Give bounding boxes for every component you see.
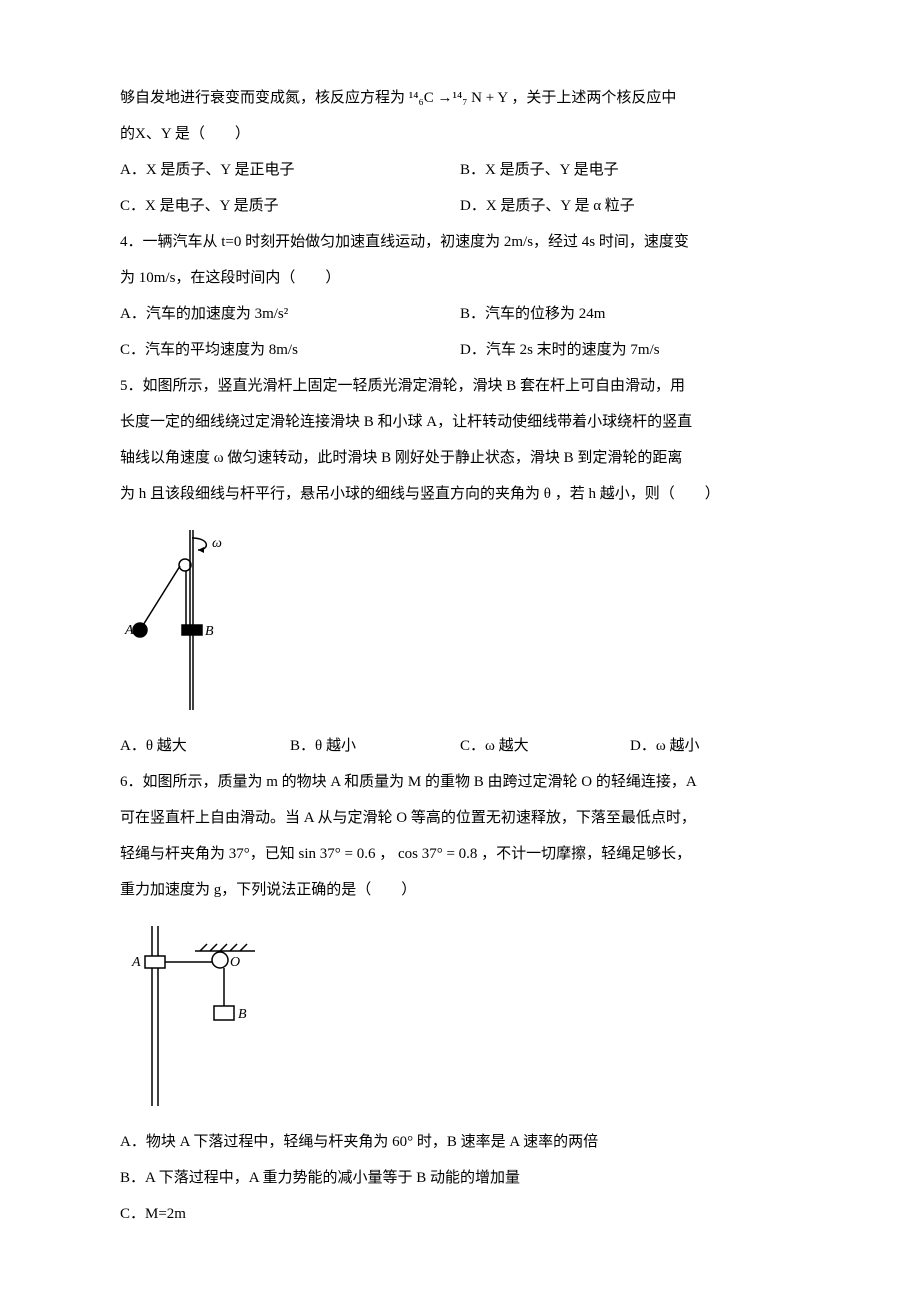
q5-label-omega: ω <box>212 536 222 551</box>
q5-option-d: D．ω 越小 <box>630 728 800 764</box>
q4-line1: 4．一辆汽车从 t=0 时刻开始做匀加速直线运动，初速度为 2m/s，经过 4s… <box>120 224 800 260</box>
q6-line4: 重力加速度为 g，下列说法正确的是（ ） <box>120 872 800 908</box>
q3-options-row1: A．X 是质子、Y 是正电子 B．X 是质子、Y 是电子 <box>120 152 800 188</box>
q6-label-a: A <box>131 955 141 970</box>
q3-option-a: A．X 是质子、Y 是正电子 <box>120 152 460 188</box>
q5-option-b: B．θ 越小 <box>290 728 460 764</box>
q5-label-a: A <box>124 623 134 638</box>
q6-diagram-icon: A O B <box>120 926 270 1106</box>
q6-label-b: B <box>238 1007 247 1022</box>
q5-options-row: A．θ 越大 B．θ 越小 C．ω 越大 D．ω 越小 <box>120 728 800 764</box>
q6-option-b: B．A 下落过程中，A 重力势能的减小量等于 B 动能的增加量 <box>120 1160 800 1196</box>
q5-line1: 5．如图所示，竖直光滑杆上固定一轻质光滑定滑轮，滑块 B 套在杆上可自由滑动，用 <box>120 368 800 404</box>
q4-option-c: C．汽车的平均速度为 8m/s <box>120 332 460 368</box>
q3-option-c: C．X 是电子、Y 是质子 <box>120 188 460 224</box>
q5-diagram-icon: A B ω <box>120 530 240 710</box>
q3-options-row2: C．X 是电子、Y 是质子 D．X 是质子、Y 是 α 粒子 <box>120 188 800 224</box>
q6-option-c: C．M=2m <box>120 1196 800 1232</box>
q5-line2: 长度一定的细线绕过定滑轮连接滑块 B 和小球 A，让杆转动使细线带着小球绕杆的竖… <box>120 404 800 440</box>
q5-line3: 轴线以角速度 ω 做匀速转动，此时滑块 B 刚好处于静止状态，滑块 B 到定滑轮… <box>120 440 800 476</box>
q5-line4: 为 h 且该段细线与杆平行，悬吊小球的细线与竖直方向的夹角为 θ ，若 h 越小… <box>120 476 800 512</box>
q4-line2: 为 10m/s，在这段时间内（ ） <box>120 260 800 296</box>
q3-option-d: D．X 是质子、Y 是 α 粒子 <box>460 188 800 224</box>
q6-option-a: A．物块 A 下落过程中，轻绳与杆夹角为 60° 时，B 速率是 A 速率的两倍 <box>120 1124 800 1160</box>
q4-option-a: A．汽车的加速度为 3m/s² <box>120 296 460 332</box>
q6-figure: A O B <box>120 926 800 1106</box>
q5-label-b: B <box>205 624 214 639</box>
q3-line1: 够自发地进行衰变而变成氮，核反应方程为 ¹⁴₆C →¹⁴₇ N + Y ，关于上… <box>120 80 800 116</box>
q4-option-d: D．汽车 2s 末时的速度为 7m/s <box>460 332 800 368</box>
q4-option-b: B．汽车的位移为 24m <box>460 296 800 332</box>
q5-option-a: A．θ 越大 <box>120 728 290 764</box>
q4-options-row2: C．汽车的平均速度为 8m/s D．汽车 2s 末时的速度为 7m/s <box>120 332 800 368</box>
q3-line2: 的X、Y 是（ ） <box>120 116 800 152</box>
q3-option-b: B．X 是质子、Y 是电子 <box>460 152 800 188</box>
q6-line1: 6．如图所示，质量为 m 的物块 A 和质量为 M 的重物 B 由跨过定滑轮 O… <box>120 764 800 800</box>
q6-line3: 轻绳与杆夹角为 37°，已知 sin 37° = 0.6 ， cos 37° =… <box>120 836 800 872</box>
q5-figure: A B ω <box>120 530 800 710</box>
q6-line2: 可在竖直杆上自由滑动。当 A 从与定滑轮 O 等高的位置无初速释放，下落至最低点… <box>120 800 800 836</box>
q4-options-row1: A．汽车的加速度为 3m/s² B．汽车的位移为 24m <box>120 296 800 332</box>
q6-label-o: O <box>230 955 240 970</box>
q5-option-c: C．ω 越大 <box>460 728 630 764</box>
